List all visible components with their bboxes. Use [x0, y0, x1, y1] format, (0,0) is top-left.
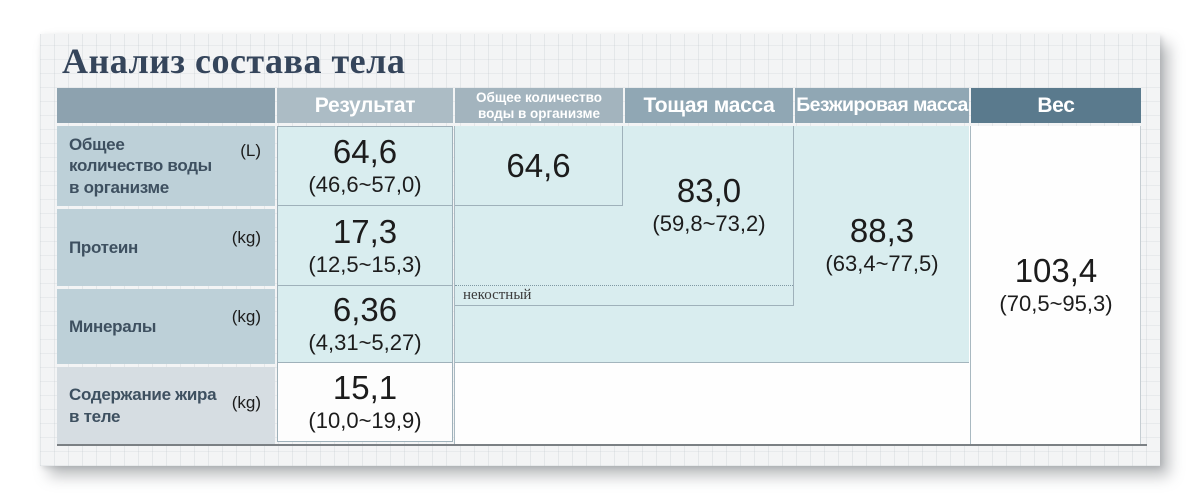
result-value: 17,3 [332, 212, 398, 250]
merged-value: 83,0 [676, 172, 742, 210]
row-label-text: Протеин [69, 237, 138, 257]
merged-fat-free-mass-value: 88,3 (63,4~77,5) [795, 126, 969, 363]
divider-result-values [454, 126, 455, 444]
row-label-minerals: Минералы (kg) [57, 289, 275, 364]
result-value: 6,36 [332, 291, 398, 329]
result-range: (10,0~19,9) [308, 408, 422, 434]
header-result: Результат [277, 88, 453, 123]
table-right-edge [1140, 126, 1141, 444]
result-total-body-water: 64,6 (46,6~57,0) [277, 126, 453, 206]
header-weight: Вес [971, 88, 1141, 123]
report-card: Анализ состава тела Результат Общее коли… [40, 34, 1160, 466]
result-value: 15,1 [332, 369, 398, 407]
merged-range: (63,4~77,5) [825, 250, 939, 276]
divider-lean-fatfree [793, 126, 794, 306]
result-range: (4,31~5,27) [308, 330, 422, 356]
header-total-body-water: Общее количество воды в организме [455, 88, 623, 123]
row-unit: (kg) [231, 228, 261, 247]
merged-value: 64,6 [506, 146, 571, 184]
row-label-text: Содержание жира в теле [69, 385, 217, 426]
result-range: (46,6~57,0) [308, 172, 422, 198]
header-fat-free-mass: Безжировая масса [795, 88, 969, 123]
header-lean-mass: Тощая масса [625, 88, 793, 123]
merged-weight-value: 103,4 (70,5~95,3) [971, 126, 1141, 444]
divider-fatfree-weight [970, 126, 971, 444]
header-corner [57, 88, 275, 123]
row-label-body-fat: Содержание жира в теле (kg) [57, 367, 275, 444]
non-osseous-note: некостный [455, 285, 793, 306]
body-composition-table: Результат Общее количество воды в органи… [57, 88, 1147, 450]
merged-range: (59,8~73,2) [652, 211, 766, 237]
merged-range: (70,5~95,3) [999, 291, 1113, 317]
non-osseous-note-text: некостный [463, 287, 532, 303]
merged-lean-mass-value: 83,0 (59,8~73,2) [625, 126, 793, 284]
result-value: 64,6 [332, 133, 398, 171]
row-unit: (kg) [231, 307, 261, 326]
merged-total-body-water-value: 64,6 [455, 126, 623, 206]
header-total-body-water-label: Общее количество воды в организме [475, 89, 602, 121]
merged-value: 103,4 [1014, 252, 1098, 290]
row-unit: (kg) [231, 393, 261, 412]
result-minerals: 6,36 (4,31~5,27) [277, 285, 453, 363]
row-label-total-body-water: Общее количество воды в организме (L) [57, 126, 275, 206]
page-title: Анализ состава тела [62, 41, 406, 81]
result-body-fat: 15,1 (10,0~19,9) [277, 362, 453, 442]
row-label-protein: Протеин (kg) [57, 209, 275, 286]
row-label-text: Общее количество воды в организме [69, 135, 212, 197]
blue-region-bottom-border [455, 362, 969, 363]
result-protein: 17,3 (12,5~15,3) [277, 205, 453, 286]
row-unit: (L) [240, 141, 261, 160]
merged-value: 88,3 [849, 211, 915, 249]
result-column: 64,6 (46,6~57,0) 17,3 (12,5~15,3) 6,36 (… [277, 126, 453, 442]
table-bottom-border [57, 444, 1147, 446]
result-range: (12,5~15,3) [308, 251, 422, 277]
row-label-text: Минералы [69, 316, 157, 336]
